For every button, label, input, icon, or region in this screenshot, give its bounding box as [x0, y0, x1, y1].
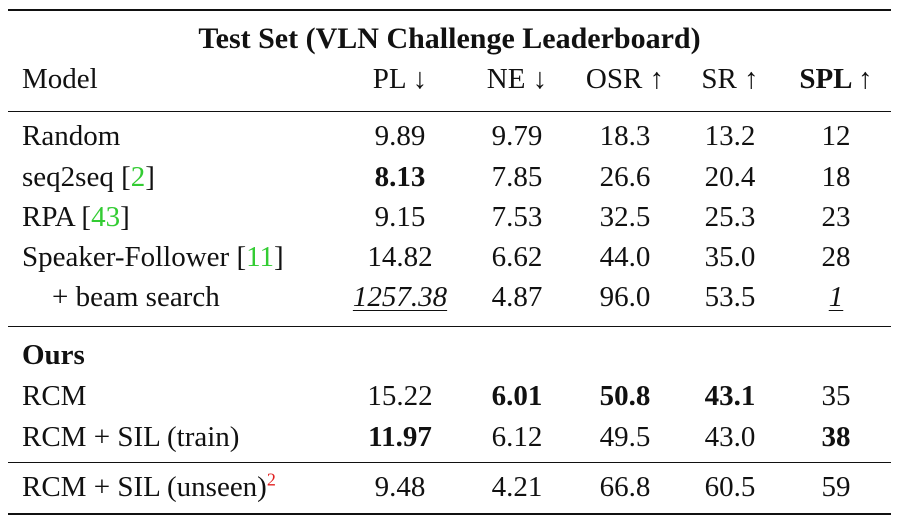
pl-value: 9.48 [374, 471, 426, 503]
header-ne: NE ↓ [486, 63, 548, 95]
model-name: seq2seq [2] [22, 161, 155, 193]
osr-value: 32.5 [599, 201, 651, 233]
table-row-beam-search: + beam search 1257.38 4.87 96.0 53.5 1 [0, 278, 899, 316]
spl-value: 38 [821, 421, 851, 453]
ours-rule [8, 326, 891, 328]
spl-value: 28 [821, 241, 851, 273]
header-pl: PL ↓ [372, 63, 428, 95]
model-name: Speaker-Follower [11] [22, 241, 284, 273]
model-name: Random [22, 120, 121, 152]
pl-value: 15.22 [367, 380, 433, 412]
ne-value: 6.62 [491, 241, 543, 273]
ours-label: Ours [22, 339, 85, 371]
table-row-speaker-follower: Speaker-Follower [11] 14.82 6.62 44.0 35… [0, 238, 899, 276]
sr-value: 60.5 [704, 471, 756, 503]
ne-value: 9.79 [491, 120, 543, 152]
unseen-rule [8, 462, 891, 464]
sr-value: 20.4 [704, 161, 756, 193]
model-name: RCM [22, 380, 87, 412]
footnote-marker[interactable]: 2 [266, 469, 276, 490]
ne-value: 4.87 [491, 281, 543, 313]
table-row-rcm-sil-train: RCM + SIL (train) 11.97 6.12 49.5 43.0 3… [0, 418, 899, 456]
header-sr: SR ↑ [701, 63, 759, 95]
header-spl: SPL ↑ [799, 63, 873, 95]
spl-value: 12 [821, 120, 851, 152]
osr-value: 96.0 [599, 281, 651, 313]
spl-value: 23 [821, 201, 851, 233]
ne-value: 7.85 [491, 161, 543, 193]
top-rule [8, 9, 891, 11]
ne-value: 4.21 [491, 471, 543, 503]
osr-value: 50.8 [599, 380, 651, 412]
osr-value: 66.8 [599, 471, 651, 503]
spl-value: 1 [828, 281, 844, 313]
osr-value: 49.5 [599, 421, 651, 453]
pl-value: 11.97 [368, 421, 432, 453]
sr-value: 13.2 [704, 120, 756, 152]
model-name: RCM + SIL (train) [22, 421, 240, 453]
pl-value: 14.82 [367, 241, 433, 273]
citation-link[interactable]: 43 [91, 201, 121, 233]
table-row-random: Random 9.89 9.79 18.3 13.2 12 [0, 117, 899, 155]
ne-value: 6.12 [491, 421, 543, 453]
table-row-rcm-sil-unseen: RCM + SIL (unseen)2 9.48 4.21 66.8 60.5 … [0, 468, 899, 506]
ne-value: 6.01 [491, 380, 543, 412]
osr-value: 18.3 [599, 120, 651, 152]
osr-value: 26.6 [599, 161, 651, 193]
citation-link[interactable]: 11 [246, 241, 275, 273]
sr-value: 25.3 [704, 201, 756, 233]
ours-section-label: Ours [0, 336, 899, 374]
citation-link[interactable]: 2 [130, 161, 146, 193]
spl-value: 59 [821, 471, 851, 503]
table-row-seq2seq: seq2seq [2] 8.13 7.85 26.6 20.4 18 [0, 158, 899, 196]
pl-value: 9.89 [374, 120, 426, 152]
header-osr: OSR ↑ [585, 63, 665, 95]
spl-value: 18 [821, 161, 851, 193]
bottom-rule [8, 513, 891, 515]
header-model: Model [22, 63, 98, 95]
sr-value: 35.0 [704, 241, 756, 273]
model-name: RPA [43] [22, 201, 130, 233]
pl-value: 1257.38 [352, 281, 448, 313]
header-row: Model PL ↓ NE ↓ OSR ↑ SR ↑ SPL ↑ [0, 60, 899, 98]
ne-value: 7.53 [491, 201, 543, 233]
pl-value: 9.15 [374, 201, 426, 233]
table-title: Test Set (VLN Challenge Leaderboard) [198, 22, 701, 55]
model-name: + beam search [52, 281, 220, 313]
sr-value: 43.1 [704, 380, 756, 412]
table-row-rpa: RPA [43] 9.15 7.53 32.5 25.3 23 [0, 198, 899, 236]
table-row-rcm: RCM 15.22 6.01 50.8 43.1 35 [0, 377, 899, 415]
osr-value: 44.0 [599, 241, 651, 273]
model-name: RCM + SIL (unseen)2 [22, 469, 276, 503]
header-rule [8, 111, 891, 113]
sr-value: 53.5 [704, 281, 756, 313]
spl-value: 35 [821, 380, 851, 412]
pl-value: 8.13 [374, 161, 426, 193]
sr-value: 43.0 [704, 421, 756, 453]
